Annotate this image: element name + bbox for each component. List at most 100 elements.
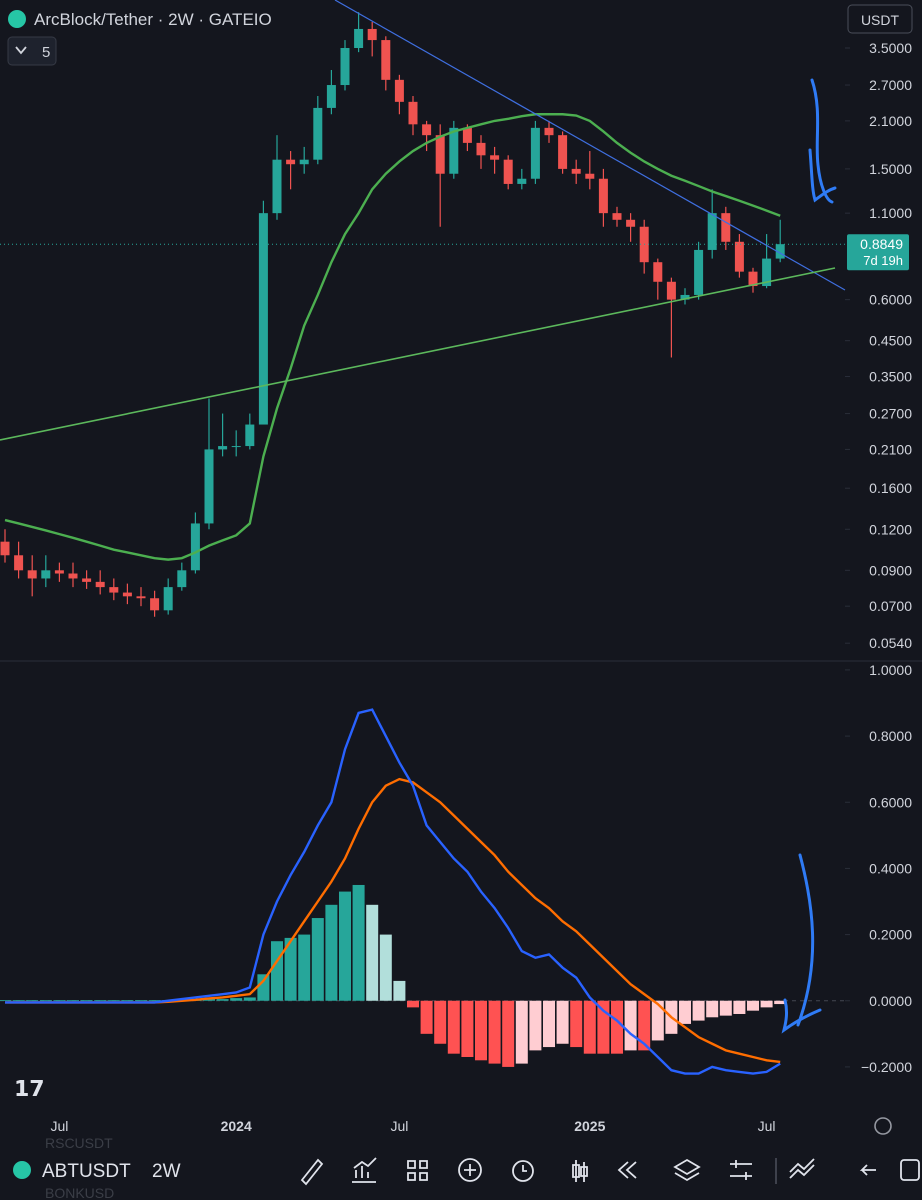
y-tick-label: 0.6000 bbox=[869, 794, 912, 810]
histogram-bar bbox=[434, 1000, 447, 1044]
histogram-bar bbox=[597, 1000, 610, 1054]
histogram-bar bbox=[311, 918, 324, 1001]
y-tick-label: −0.2000 bbox=[861, 1059, 912, 1075]
histogram-bar bbox=[760, 1000, 773, 1008]
countdown-label: 7d 19h bbox=[863, 253, 903, 268]
alert-icon[interactable] bbox=[512, 1160, 534, 1182]
histogram-bar bbox=[447, 1000, 460, 1054]
replay-icon[interactable] bbox=[617, 1161, 637, 1179]
histogram-bar bbox=[94, 1000, 107, 1001]
y-tick-label: 0.0000 bbox=[869, 993, 912, 1009]
candle-body bbox=[653, 262, 663, 282]
histogram-bar bbox=[80, 1000, 93, 1001]
histogram-bar bbox=[271, 941, 283, 1001]
compare-icon[interactable] bbox=[789, 1158, 815, 1179]
add-icon[interactable] bbox=[458, 1158, 482, 1182]
x-tick-label: Jul bbox=[50, 1118, 68, 1134]
candle-body bbox=[163, 587, 173, 611]
chevron-icon bbox=[15, 46, 27, 55]
candle-body bbox=[721, 213, 731, 242]
histogram-bar bbox=[420, 1000, 433, 1034]
x-tick-label: Jul bbox=[390, 1118, 408, 1134]
fullscreen-icon[interactable] bbox=[900, 1159, 920, 1181]
histogram-bar bbox=[733, 1000, 746, 1014]
undo-icon[interactable] bbox=[859, 1164, 876, 1176]
bottom-bar bbox=[0, 1140, 922, 1200]
candle-body bbox=[109, 587, 119, 593]
candle-body bbox=[775, 244, 785, 259]
candle-body bbox=[707, 213, 717, 250]
coin-icon bbox=[8, 10, 26, 28]
histogram-bar bbox=[543, 1000, 555, 1048]
watchlist-item[interactable]: RSCUSDT bbox=[45, 1135, 113, 1151]
indicators-icon[interactable] bbox=[352, 1157, 377, 1183]
settings-icon[interactable] bbox=[874, 1117, 892, 1135]
y-tick-label: 0.4000 bbox=[869, 860, 912, 876]
y-tick-label: 0.8000 bbox=[869, 728, 912, 744]
candle-body bbox=[68, 573, 78, 579]
indicator-count: 5 bbox=[42, 44, 50, 61]
candle-body bbox=[612, 213, 622, 220]
plot-area: 3.5000 2.7000 2.1000 1.5000 1.1000 0.6000 0.45… bbox=[0, 12, 912, 1134]
histogram-bar bbox=[12, 1000, 25, 1001]
moving-average-line bbox=[4, 113, 781, 561]
candle-body bbox=[571, 168, 581, 174]
currency-button[interactable] bbox=[847, 4, 913, 34]
chart-type-icon[interactable] bbox=[572, 1160, 588, 1182]
candle-body bbox=[558, 135, 568, 169]
candle-body bbox=[734, 241, 744, 272]
candle-body bbox=[762, 258, 772, 287]
histogram-bar bbox=[502, 1000, 515, 1067]
y-tick-label: 0.0700 bbox=[869, 598, 912, 614]
histogram-bar bbox=[638, 1000, 651, 1051]
layers-icon[interactable] bbox=[673, 1158, 701, 1182]
settings-sliders-icon[interactable] bbox=[730, 1160, 752, 1180]
candle-body bbox=[585, 173, 595, 179]
x-tick-label: 2025 bbox=[574, 1118, 605, 1134]
histogram-bar bbox=[284, 937, 297, 1001]
y-tick-label: 0.2700 bbox=[869, 406, 912, 422]
candle-body bbox=[82, 578, 92, 582]
histogram-bar bbox=[393, 980, 406, 1001]
histogram-bar bbox=[67, 1000, 79, 1001]
candle-body bbox=[27, 570, 37, 579]
histogram-bar bbox=[529, 1000, 542, 1051]
histogram-bar bbox=[774, 1000, 787, 1005]
candle-body bbox=[340, 48, 350, 86]
candle-body bbox=[190, 523, 200, 571]
candle-body bbox=[680, 294, 690, 300]
watchlist-item[interactable]: BONKUSD bbox=[45, 1185, 114, 1200]
candle-body bbox=[286, 159, 296, 165]
histogram-bar bbox=[515, 1000, 528, 1064]
candle-body bbox=[150, 598, 160, 611]
y-tick-label: 0.3500 bbox=[869, 369, 912, 385]
y-tick-label: 0.1600 bbox=[869, 480, 912, 496]
footer-symbol[interactable]: ABTUSDT bbox=[42, 1161, 131, 1182]
histogram-bar bbox=[148, 1000, 161, 1001]
footer-interval[interactable]: 2W bbox=[152, 1161, 181, 1182]
candle-body bbox=[136, 596, 146, 599]
y-tick-label: 0.0900 bbox=[869, 562, 912, 578]
histogram-bar bbox=[39, 1000, 52, 1001]
layout-icon[interactable] bbox=[407, 1160, 428, 1181]
histogram-bar bbox=[706, 1000, 719, 1018]
indicator-toggle[interactable] bbox=[7, 36, 57, 66]
currency-label: USDT bbox=[861, 12, 900, 28]
last-price-label: 0.8849 bbox=[860, 236, 903, 252]
candle-body bbox=[122, 592, 132, 597]
histogram-bar bbox=[366, 904, 379, 1001]
candle-body bbox=[544, 127, 554, 136]
symbol-title[interactable]: ArcBlock/Tether · 2W · GATEIO bbox=[34, 10, 272, 29]
y-tick-label: 2.1000 bbox=[869, 113, 912, 129]
candle-body bbox=[435, 135, 445, 174]
candle-body bbox=[14, 555, 24, 571]
candle-body bbox=[449, 127, 459, 174]
histogram-bar bbox=[692, 1000, 705, 1021]
histogram-bar bbox=[26, 1000, 39, 1001]
draw-icon[interactable] bbox=[300, 1158, 324, 1186]
coin-icon bbox=[13, 1161, 31, 1179]
y-tick-label: 2.7000 bbox=[869, 77, 912, 93]
candle-body bbox=[231, 446, 241, 448]
x-tick-label: 2024 bbox=[221, 1118, 252, 1134]
